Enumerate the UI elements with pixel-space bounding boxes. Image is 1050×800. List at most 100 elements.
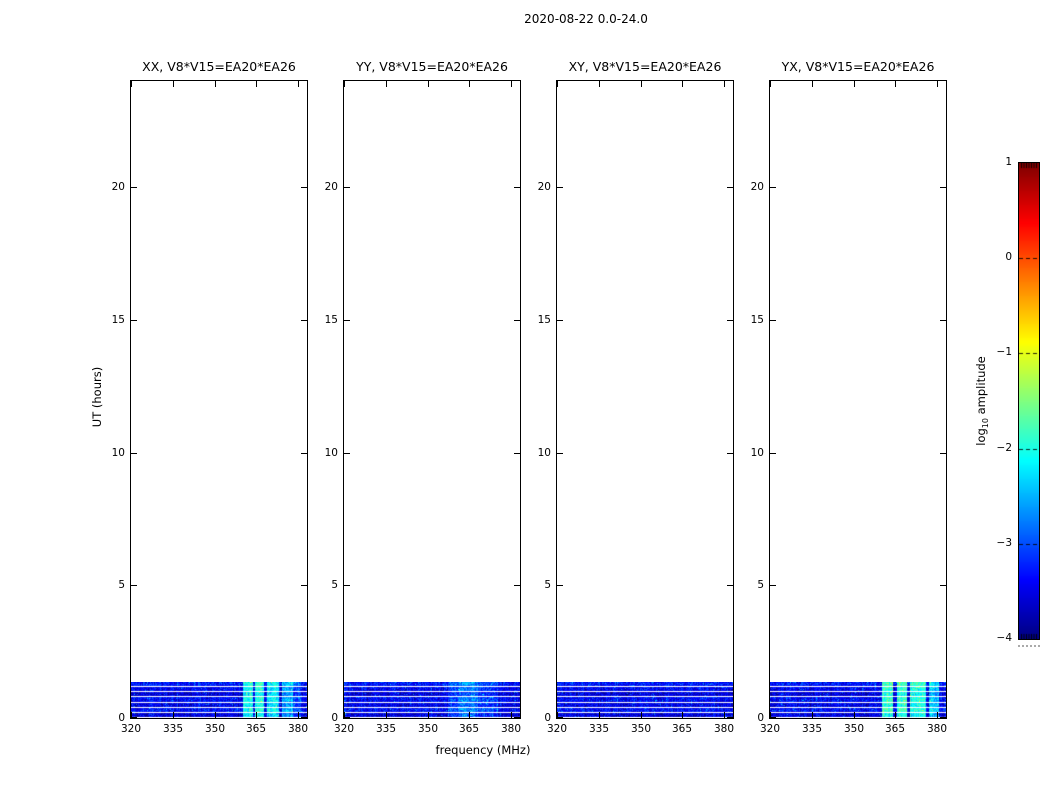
y-tick-left xyxy=(344,453,350,454)
colorbar-tick-label: 1 xyxy=(1005,156,1012,168)
y-tick-label: 20 xyxy=(750,181,764,193)
y-tick-right xyxy=(940,717,946,718)
y-tick-left xyxy=(557,453,563,454)
y-tick-label: 5 xyxy=(757,579,764,591)
x-tick-top xyxy=(131,81,132,87)
colorbar-label-post: amplitude xyxy=(973,356,988,419)
y-tick-right xyxy=(727,453,733,454)
y-tick-left xyxy=(770,717,776,718)
x-tick-top xyxy=(724,81,725,87)
x-tick-bottom xyxy=(812,712,813,718)
x-tick-bottom xyxy=(937,712,938,718)
x-tick-bottom xyxy=(428,712,429,718)
y-tick-right xyxy=(301,187,307,188)
heatmap-yx xyxy=(770,682,946,718)
x-tick-top xyxy=(812,81,813,87)
x-tick-bottom xyxy=(854,712,855,718)
colorbar-extend-dots xyxy=(1018,645,1040,647)
y-tick-right xyxy=(514,320,520,321)
x-tick-top xyxy=(386,81,387,87)
colorbar-label: log10 amplitude xyxy=(974,356,990,446)
x-tick-label: 365 xyxy=(458,723,480,735)
y-tick-right xyxy=(301,585,307,586)
colorbar-label-pre: log xyxy=(973,428,988,446)
y-tick-right xyxy=(514,453,520,454)
x-tick-bottom xyxy=(641,712,642,718)
x-tick-bottom xyxy=(724,712,725,718)
y-tick-label: 15 xyxy=(324,314,338,326)
panel-title-yx: YX, V8*V15=EA20*EA26 xyxy=(781,59,935,74)
y-tick-label: 10 xyxy=(750,447,764,459)
x-tick-label: 350 xyxy=(630,723,652,735)
x-tick-label: 380 xyxy=(287,723,309,735)
x-tick-bottom xyxy=(682,712,683,718)
x-tick-label: 335 xyxy=(801,723,823,735)
x-tick-label: 365 xyxy=(245,723,267,735)
x-tick-label: 380 xyxy=(926,723,948,735)
x-tick-bottom xyxy=(256,712,257,718)
x-tick-label: 350 xyxy=(417,723,439,735)
y-tick-label: 10 xyxy=(324,447,338,459)
y-tick-label: 20 xyxy=(111,181,125,193)
colorbar-tick-label: −1 xyxy=(996,346,1012,358)
x-tick-top xyxy=(344,81,345,87)
x-tick-bottom xyxy=(386,712,387,718)
y-tick-right xyxy=(940,320,946,321)
colorbar-tick-label: 0 xyxy=(1005,251,1012,263)
panel-title-xy: XY, V8*V15=EA20*EA26 xyxy=(568,59,722,74)
y-tick-label: 0 xyxy=(118,712,125,724)
colorbar-gradient xyxy=(1019,163,1039,639)
x-tick-label: 320 xyxy=(546,723,568,735)
y-tick-right xyxy=(727,320,733,321)
x-tick-top xyxy=(682,81,683,87)
panel-yy: YY, V8*V15=EA20*EA26 320 335 350 365 380 0 5 10 1… xyxy=(325,59,521,735)
heatmap-xy xyxy=(557,682,733,718)
colorbar xyxy=(1018,162,1040,640)
figure-title: 2020-08-22 0.0-24.0 xyxy=(524,12,648,26)
x-tick-top xyxy=(854,81,855,87)
y-tick-left xyxy=(131,585,137,586)
x-tick-top xyxy=(599,81,600,87)
x-tick-label: 350 xyxy=(843,723,865,735)
y-tick-label: 10 xyxy=(537,447,551,459)
x-tick-label: 350 xyxy=(204,723,226,735)
y-tick-left xyxy=(557,585,563,586)
x-tick-bottom xyxy=(131,712,132,718)
y-tick-left xyxy=(770,453,776,454)
heatmap-yy xyxy=(344,682,520,718)
x-tick-top xyxy=(469,81,470,87)
y-tick-label: 5 xyxy=(331,579,338,591)
y-tick-right xyxy=(940,453,946,454)
y-tick-left xyxy=(557,187,563,188)
y-tick-left xyxy=(131,717,137,718)
x-tick-bottom xyxy=(895,712,896,718)
x-tick-label: 320 xyxy=(120,723,142,735)
panel-yx: YX, V8*V15=EA20*EA26 320 335 350 365 380 0 5 10 1… xyxy=(751,59,947,735)
y-tick-right xyxy=(301,717,307,718)
y-tick-right xyxy=(940,187,946,188)
x-tick-top xyxy=(895,81,896,87)
y-tick-label: 15 xyxy=(537,314,551,326)
x-tick-label: 335 xyxy=(162,723,184,735)
x-tick-bottom xyxy=(770,712,771,718)
panel-xx: XX, V8*V15=EA20*EA26 320 335 350 365 380 0 5 10 1… xyxy=(112,59,308,735)
x-tick-top xyxy=(256,81,257,87)
y-tick-right xyxy=(940,585,946,586)
panel-xy: XY, V8*V15=EA20*EA26 320 335 350 365 380 0 5 10 1… xyxy=(538,59,734,735)
x-tick-label: 365 xyxy=(884,723,906,735)
y-axis-label: UT (hours) xyxy=(90,366,104,428)
panel-title-xx: XX, V8*V15=EA20*EA26 xyxy=(142,59,296,74)
x-tick-top xyxy=(641,81,642,87)
y-tick-label: 20 xyxy=(537,181,551,193)
x-tick-bottom xyxy=(173,712,174,718)
y-tick-left xyxy=(344,585,350,586)
y-tick-label: 0 xyxy=(544,712,551,724)
x-tick-label: 380 xyxy=(713,723,735,735)
y-tick-right xyxy=(514,717,520,718)
heatmap-xx xyxy=(131,682,307,718)
colorbar-tick-label: −2 xyxy=(996,442,1012,454)
x-tick-top xyxy=(937,81,938,87)
y-tick-label: 15 xyxy=(111,314,125,326)
y-tick-label: 0 xyxy=(757,712,764,724)
